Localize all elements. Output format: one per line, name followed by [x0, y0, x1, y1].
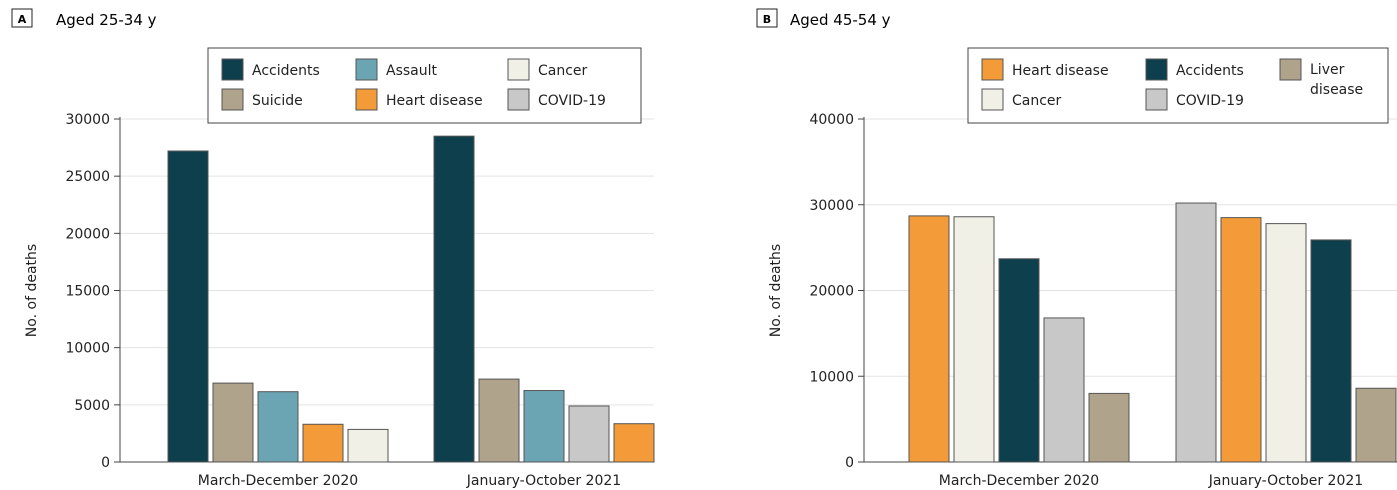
legend-box	[207, 47, 642, 124]
y-tick-label: 20000	[809, 284, 854, 300]
legend-label-heart-disease: Heart disease	[386, 93, 483, 109]
legend-swatch-cancer	[507, 58, 530, 81]
panel-letter-box	[11, 8, 33, 28]
y-tick-label: 10000	[809, 369, 854, 385]
bar-january-october-2021-accidents	[1310, 239, 1352, 463]
legend-swatch-suicide	[221, 88, 244, 111]
legend-label-cancer: Cancer	[1012, 93, 1062, 109]
legend-label-covid-19: COVID-19	[538, 93, 606, 109]
panel-letter-box	[756, 8, 778, 28]
panel-title: Aged 25-34 y	[56, 11, 157, 29]
y-tick-label: 0	[845, 455, 854, 471]
legend-label-assault: Assault	[386, 63, 438, 79]
bar-january-october-2021-suicide	[478, 378, 520, 463]
bar-january-october-2021-cancer	[1265, 223, 1307, 463]
bar-january-october-2021-assault	[523, 390, 565, 463]
panel-title: Aged 45-54 y	[790, 11, 891, 29]
bar-march-december-2020-suicide	[212, 382, 254, 463]
legend-swatch-accidents	[221, 58, 244, 81]
y-tick-label: 15000	[65, 284, 110, 300]
y-tick-label: 20000	[65, 226, 110, 242]
legend-swatch-cancer	[981, 88, 1004, 111]
y-tick-label: 10000	[65, 341, 110, 357]
bar-january-october-2021-accidents	[433, 135, 475, 463]
y-axis-label: No. of deaths	[24, 244, 40, 337]
bar-march-december-2020-cancer	[347, 428, 389, 463]
bar-march-december-2020-heart-disease	[908, 215, 950, 463]
bar-january-october-2021-covid-19	[1175, 202, 1217, 463]
legend-label-covid-19: COVID-19	[1176, 93, 1244, 109]
bar-march-december-2020-assault	[257, 391, 299, 463]
x-category-label: March-December 2020	[198, 473, 358, 489]
y-tick-label: 40000	[809, 112, 854, 128]
legend-swatch-covid-19	[1145, 88, 1168, 111]
legend-swatch-liver-disease	[1279, 58, 1302, 81]
y-tick-label: 30000	[809, 198, 854, 214]
panel-letter: B	[763, 13, 771, 26]
y-tick-label: 25000	[65, 169, 110, 185]
panel-letter: A	[18, 13, 27, 26]
y-axis-label: No. of deaths	[768, 244, 784, 337]
bar-march-december-2020-cancer	[953, 216, 995, 463]
y-tick-label: 5000	[74, 398, 110, 414]
legend-label-cancer: Cancer	[538, 63, 588, 79]
legend-label-accidents: Accidents	[1176, 63, 1244, 79]
y-tick-label: 0	[101, 455, 110, 471]
bar-march-december-2020-accidents	[998, 258, 1040, 463]
bar-january-october-2021-heart-disease	[613, 423, 655, 463]
legend-label-heart-disease: Heart disease	[1012, 63, 1109, 79]
chart-panel-a: A Aged 25-34 y 0 5000 10000 15000 20000 25000 30…	[11, 8, 655, 489]
x-category-label: January-October 2021	[466, 473, 621, 489]
bar-march-december-2020-accidents	[167, 150, 209, 463]
legend-label-accidents: Accidents	[252, 63, 320, 79]
bar-january-october-2021-heart-disease	[1220, 217, 1262, 463]
legend-swatch-accidents	[1145, 58, 1168, 81]
bar-january-october-2021-liver-disease	[1355, 387, 1397, 463]
bar-march-december-2020-liver-disease	[1088, 392, 1130, 463]
chart-panel-b: B Aged 45-54 y 0 10000 20000 30000 40000 No. of…	[756, 8, 1397, 489]
x-category-label: January-October 2021	[1208, 473, 1363, 489]
bar-january-october-2021-covid-19	[568, 405, 610, 463]
legend-swatch-covid-19	[507, 88, 530, 111]
y-tick-label: 30000	[65, 112, 110, 128]
x-category-label: March-December 2020	[939, 473, 1099, 489]
legend-swatch-heart-disease	[355, 88, 378, 111]
bar-march-december-2020-covid-19	[1043, 317, 1085, 463]
bar-march-december-2020-heart-disease	[302, 423, 344, 463]
legend-label-suicide: Suicide	[252, 93, 303, 109]
legend-box	[967, 47, 1389, 124]
legend-label-liver-disease: Liver disease	[1310, 62, 1363, 98]
legend-swatch-heart-disease	[981, 58, 1004, 81]
legend-swatch-assault	[355, 58, 378, 81]
